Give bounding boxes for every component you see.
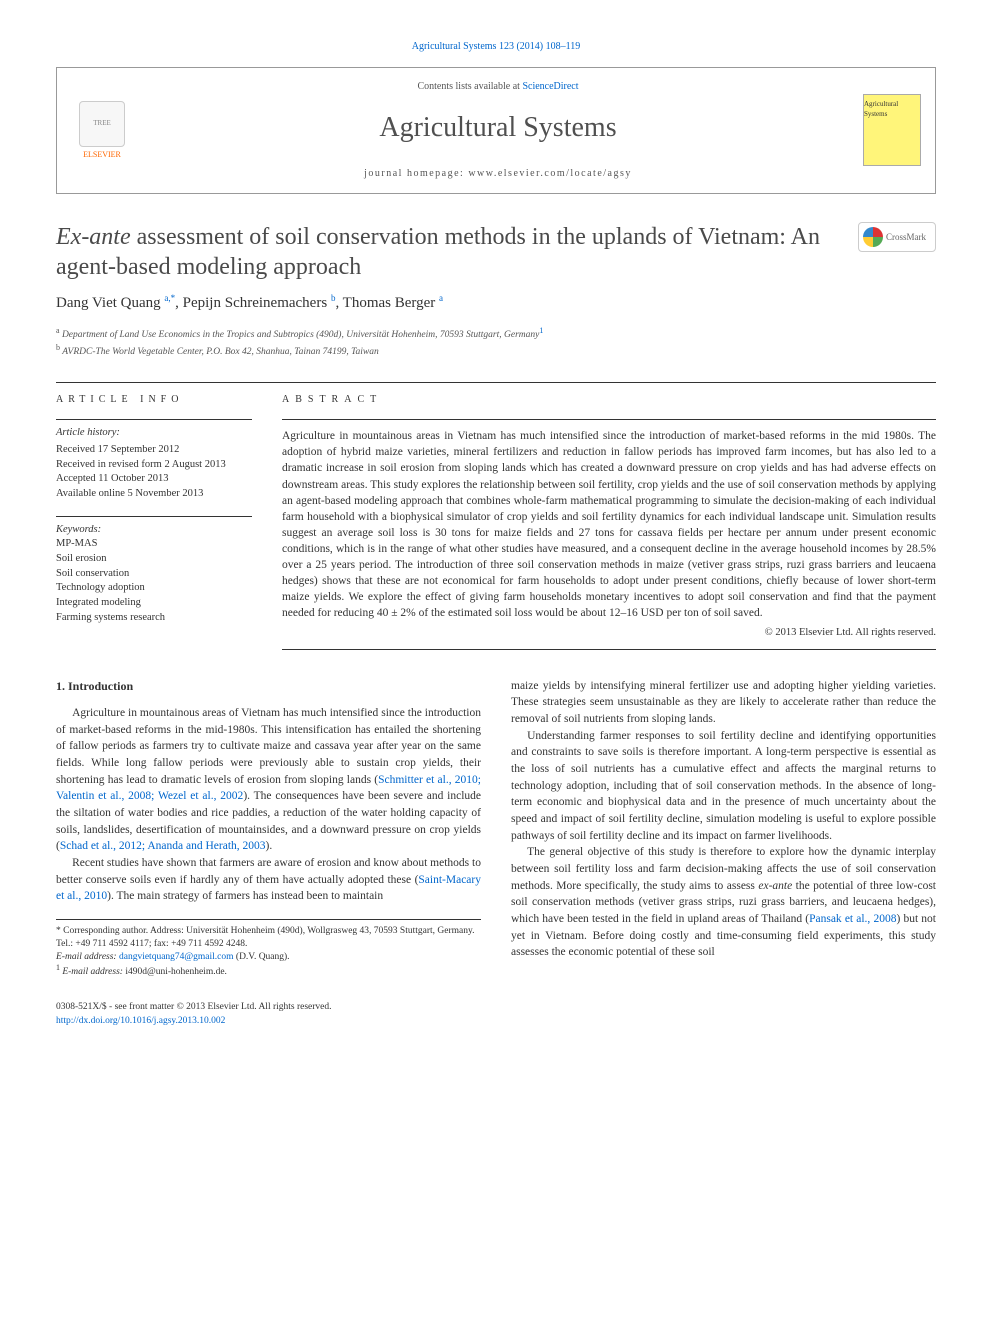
p3: maize yields by intensifying mineral fer… xyxy=(511,678,936,728)
journal-cover-thumbnail: Agricultural Systems xyxy=(863,94,921,166)
history-revised: Received in revised form 2 August 2013 xyxy=(56,458,252,473)
keyword-6: Farming systems research xyxy=(56,611,252,626)
affiliations: a Department of Land Use Economics in th… xyxy=(56,325,936,360)
title-italic-part: Ex-ante xyxy=(56,224,131,250)
article-info-heading: ARTICLE INFO xyxy=(56,393,252,408)
doi-link[interactable]: http://dx.doi.org/10.1016/j.agsy.2013.10… xyxy=(56,1015,936,1029)
affiliation-a-endnote: 1 xyxy=(539,326,543,335)
p4: Understanding farmer responses to soil f… xyxy=(511,728,936,845)
keyword-2: Soil erosion xyxy=(56,552,252,567)
citation-schad[interactable]: Schad et al., 2012; Ananda and Herath, 2… xyxy=(60,840,266,852)
elsevier-tree-icon: TREE xyxy=(79,101,125,147)
page-footer: 0308-521X/$ - see front matter © 2013 El… xyxy=(56,1001,936,1029)
abstract-column: ABSTRACT Agriculture in mountainous area… xyxy=(282,383,936,650)
keyword-4: Technology adoption xyxy=(56,581,252,596)
email-2: i490d@uni-hohenheim.de. xyxy=(125,968,227,978)
email-1[interactable]: dangvietquang74@gmail.com xyxy=(119,952,234,962)
homepage-prefix: journal homepage: xyxy=(364,168,468,179)
homepage-url[interactable]: www.elsevier.com/locate/agsy xyxy=(468,168,632,179)
journal-name: Agricultural Systems xyxy=(133,108,863,149)
history-accepted: Accepted 11 October 2013 xyxy=(56,472,252,487)
journal-header-box: TREE ELSEVIER Contents lists available a… xyxy=(56,67,936,195)
elsevier-label: ELSEVIER xyxy=(83,149,121,161)
citation-pansak[interactable]: Pansak et al., 2008 xyxy=(809,913,896,925)
sciencedirect-link[interactable]: ScienceDirect xyxy=(522,81,578,92)
keyword-5: Integrated modeling xyxy=(56,596,252,611)
abstract-heading: ABSTRACT xyxy=(282,393,936,408)
author-1-star: * xyxy=(171,293,176,303)
section-heading-intro: 1. Introduction xyxy=(56,678,481,695)
history-online: Available online 5 November 2013 xyxy=(56,487,252,502)
paper-title: Ex-ante assessment of soil conservation … xyxy=(56,222,846,282)
author-2-sup: b xyxy=(331,293,336,303)
p5-italic: ex-ante xyxy=(758,880,792,892)
copyright-line: © 2013 Elsevier Ltd. All rights reserved… xyxy=(282,625,936,649)
footnotes-block: * Corresponding author. Address: Univers… xyxy=(56,919,481,979)
p1c: ). xyxy=(266,840,273,852)
contents-prefix: Contents lists available at xyxy=(417,81,522,92)
email-1-owner: (D.V. Quang). xyxy=(234,952,290,962)
keyword-1: MP-MAS xyxy=(56,537,252,552)
author-3-sup: a xyxy=(439,293,443,303)
body-columns: 1. Introduction Agriculture in mountaino… xyxy=(56,678,936,980)
authors-line: Dang Viet Quang a,*, Pepijn Schreinemach… xyxy=(56,292,936,315)
article-info-column: ARTICLE INFO Article history: Received 1… xyxy=(56,383,252,650)
corresponding-author-note: * Corresponding author. Address: Univers… xyxy=(56,925,481,951)
crossmark-button[interactable]: CrossMark xyxy=(858,222,936,252)
keyword-3: Soil conservation xyxy=(56,567,252,582)
history-received: Received 17 September 2012 xyxy=(56,443,252,458)
email-label-1: E-mail address: xyxy=(56,952,119,962)
author-3: Thomas Berger xyxy=(343,295,436,311)
affiliation-b: AVRDC-The World Vegetable Center, P.O. B… xyxy=(62,347,379,357)
crossmark-label: CrossMark xyxy=(886,231,926,244)
p2b: ). The main strategy of farmers has inst… xyxy=(107,890,383,902)
title-rest: assessment of soil conservation methods … xyxy=(56,224,820,280)
author-1: Dang Viet Quang xyxy=(56,295,161,311)
email-label-2: E-mail address: xyxy=(60,968,125,978)
elsevier-logo: TREE ELSEVIER xyxy=(71,95,133,165)
author-2: Pepijn Schreinemachers xyxy=(183,295,328,311)
keywords-label: Keywords: xyxy=(56,523,252,538)
journal-homepage: journal homepage: www.elsevier.com/locat… xyxy=(133,167,863,182)
contents-line: Contents lists available at ScienceDirec… xyxy=(133,80,863,95)
abstract-text: Agriculture in mountainous areas in Viet… xyxy=(282,419,936,621)
history-label: Article history: xyxy=(56,419,252,441)
affiliation-a: Department of Land Use Economics in the … xyxy=(62,330,539,340)
crossmark-icon xyxy=(863,227,883,247)
footer-front-matter: 0308-521X/$ - see front matter © 2013 El… xyxy=(56,1001,936,1015)
journal-reference: Agricultural Systems 123 (2014) 108–119 xyxy=(56,40,936,55)
